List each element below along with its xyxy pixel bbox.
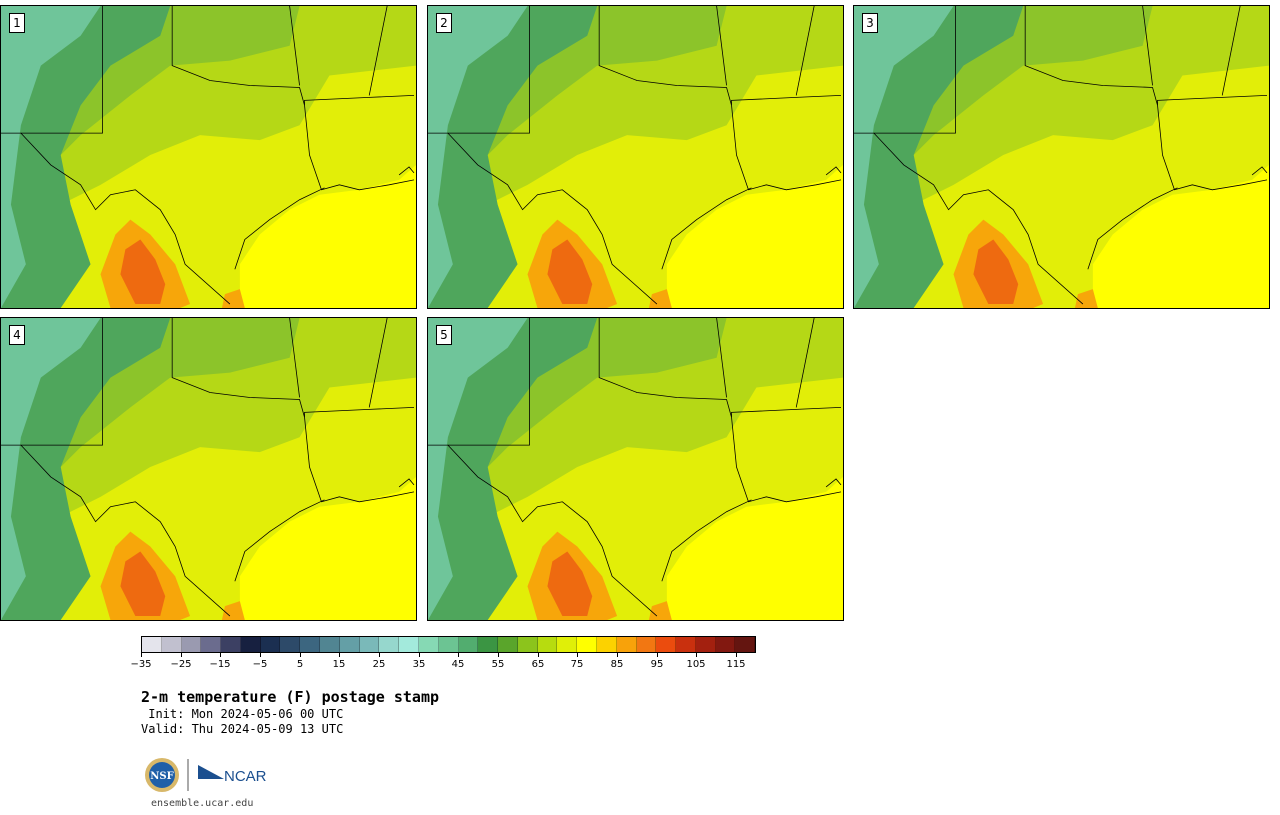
colorbar-tick-label: −35: [130, 659, 152, 670]
temperature-map-container: [1, 318, 416, 620]
sponsor-logos: NSF NCAR: [145, 758, 267, 792]
svg-text:NCAR: NCAR: [224, 768, 267, 785]
colorbar-tick-label: 95: [650, 659, 664, 670]
colorbar-segment: [181, 637, 202, 652]
temperature-map-container: [428, 318, 843, 620]
temperature-map: [854, 6, 1269, 308]
colorbar-segment: [399, 637, 419, 652]
colorbar-segment: [577, 637, 597, 652]
colorbar-tick-label: 85: [610, 659, 624, 670]
colorbar-segment: [379, 637, 400, 652]
colorbar-segment: [557, 637, 578, 652]
colorbar-tick-label: 115: [726, 659, 746, 670]
colorbar-segment: [339, 637, 360, 652]
colorbar-segment: [676, 637, 696, 652]
colorbar-tick-label: −25: [170, 659, 192, 670]
temperature-map: [1, 318, 416, 620]
panel-number-label: 3: [862, 13, 878, 33]
temperature-map-container: [854, 6, 1269, 308]
colorbar-tick-label: 55: [491, 659, 505, 670]
figure-title: 2-m temperature (F) postage stamp: [141, 688, 440, 706]
colorbar-segment: [161, 637, 182, 652]
colorbar-tick-label: 15: [332, 659, 346, 670]
colorbar-tick: [657, 653, 658, 657]
colorbar-segment: [438, 637, 459, 652]
colorbar-tick: [736, 653, 737, 657]
colorbar-tick: [379, 653, 380, 657]
colorbar-tick-label: 25: [372, 659, 386, 670]
colorbar-segment: [240, 637, 261, 652]
forecast-panel-1: 1: [0, 5, 417, 309]
forecast-panel-2: 2: [427, 5, 844, 309]
panel-number-label: 2: [436, 13, 452, 33]
colorbar-tick: [458, 653, 459, 657]
colorbar-tick: [141, 653, 142, 657]
colorbar-segment: [300, 637, 321, 652]
colorbar-segment: [221, 637, 241, 652]
valid-time: Valid: Thu 2024-05-09 13 UTC: [141, 722, 344, 736]
colorbar-tick: [538, 653, 539, 657]
colorbar-segment: [735, 637, 756, 652]
colorbar-segment: [715, 637, 736, 652]
website-url: ensemble.ucar.edu: [151, 798, 254, 809]
colorbar-tick: [181, 653, 182, 657]
colorbar-tick: [577, 653, 578, 657]
colorbar-tick: [498, 653, 499, 657]
colorbar-tick-label: 65: [531, 659, 545, 670]
colorbar-tick-label: 75: [570, 659, 584, 670]
colorbar-tick-label: −5: [252, 659, 268, 670]
colorbar-segment: [537, 637, 558, 652]
colorbar-segment: [517, 637, 538, 652]
colorbar-segment: [695, 637, 716, 652]
colorbar-tick-label: −15: [209, 659, 231, 670]
temperature-map: [428, 318, 843, 620]
colorbar-tick: [220, 653, 221, 657]
colorbar-tick-label: 105: [686, 659, 706, 670]
svg-text:NSF: NSF: [150, 771, 173, 782]
colorbar-tick: [260, 653, 261, 657]
colorbar-segment: [260, 637, 281, 652]
colorbar-segment: [142, 637, 162, 652]
forecast-panel-5: 5: [427, 317, 844, 621]
nsf-logo: NSF: [145, 758, 179, 792]
colorbar-segment: [498, 637, 518, 652]
colorbar-segment: [656, 637, 677, 652]
colorbar-tick: [339, 653, 340, 657]
colorbar-segment: [458, 637, 479, 652]
colorbar-tick: [300, 653, 301, 657]
ncar-logo: NCAR: [198, 765, 267, 785]
colorbar-tick-label: 35: [412, 659, 426, 670]
panel-number-label: 5: [436, 325, 452, 345]
colorbar-segment: [280, 637, 301, 652]
colorbar-segment: [596, 637, 617, 652]
colorbar-tick: [617, 653, 618, 657]
colorbar-segment: [320, 637, 340, 652]
forecast-panel-4: 4: [0, 317, 417, 621]
colorbar-tick-label: 5: [296, 659, 304, 670]
colorbar-segment: [418, 637, 439, 652]
temperature-colorbar: [141, 636, 756, 653]
colorbar-tick-label: 45: [451, 659, 465, 670]
panel-number-label: 1: [9, 13, 25, 33]
colorbar-segment: [616, 637, 637, 652]
colorbar-segment: [201, 637, 222, 652]
temperature-map-container: [428, 6, 843, 308]
colorbar-tick: [419, 653, 420, 657]
panel-number-label: 4: [9, 325, 25, 345]
colorbar-segment: [478, 637, 499, 652]
temperature-map: [428, 6, 843, 308]
forecast-panel-3: 3: [853, 5, 1270, 309]
temperature-map: [1, 6, 416, 308]
temperature-map-container: [1, 6, 416, 308]
colorbar-segment: [359, 637, 380, 652]
colorbar-segment: [636, 637, 657, 652]
colorbar-tick: [696, 653, 697, 657]
init-time: Init: Mon 2024-05-06 00 UTC: [141, 707, 344, 721]
